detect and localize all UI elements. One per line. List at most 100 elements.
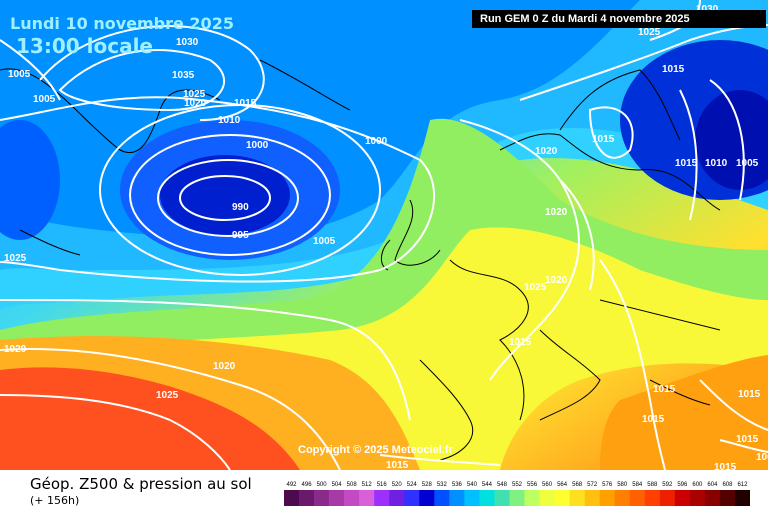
color-scale-swatch [689, 490, 706, 506]
color-scale-swatch [704, 490, 721, 506]
color-scale-label: 612 [737, 482, 748, 488]
color-scale-label: 508 [347, 482, 358, 488]
color-scale-swatch [584, 490, 600, 506]
isobar-label: 1015 [736, 434, 759, 445]
color-scale-swatch [614, 490, 631, 506]
color-scale-swatch [554, 490, 570, 506]
isobar-label: 1000 [365, 136, 388, 147]
color-scale-swatch [419, 490, 435, 506]
isobar-label: 1025 [524, 282, 547, 293]
color-scale-label: 544 [482, 482, 493, 488]
color-scale-swatch [644, 490, 661, 506]
color-scale-label: 504 [332, 482, 343, 488]
isobars [0, 0, 768, 470]
copyright-notice: Copyright © 2025 Meteociel.fr [298, 444, 453, 456]
color-scale-swatch [314, 490, 330, 506]
isobar-label: 1020 [535, 146, 558, 157]
isobar-label: 1020 [545, 275, 568, 286]
color-scale-label: 528 [422, 482, 433, 488]
color-scale-swatch [599, 490, 616, 506]
color-scale-label: 492 [287, 482, 298, 488]
color-scale-label: 496 [302, 482, 313, 488]
isobar-label: 1015 [509, 337, 532, 348]
z500-band-green [0, 118, 768, 401]
color-scale-swatch [464, 490, 480, 506]
color-scale-label: 532 [437, 482, 448, 488]
z500-band-red [0, 367, 300, 470]
color-scale-swatch [359, 490, 375, 506]
color-scale-label: 560 [542, 482, 553, 488]
color-scale-swatch [629, 490, 646, 506]
color-scale-label: 604 [707, 482, 718, 488]
isobar-label: 1010 [705, 158, 728, 169]
color-scale-swatch [284, 490, 300, 506]
color-scale-label: 576 [602, 482, 613, 488]
isobar-label: 1025 [183, 89, 206, 100]
color-scale-label: 608 [722, 482, 733, 488]
isobar-label: 1030 [696, 4, 719, 15]
isobar-label: 990 [232, 202, 249, 213]
color-scale-label: 540 [467, 482, 478, 488]
forecast-date: Lundi 10 novembre 2025 [10, 14, 234, 33]
isobar-label: 1005 [313, 236, 336, 247]
isobar-label: 1015 [642, 414, 665, 425]
isobar-label: 1030 [176, 37, 199, 48]
isobar-label: 1025 [4, 253, 27, 264]
color-scale-label: 568 [572, 482, 583, 488]
color-scale-swatch [479, 490, 495, 506]
forecast-hour-label: (+ 156h) [30, 494, 80, 507]
color-scale-swatch [344, 490, 360, 506]
color-scale-swatch [374, 490, 390, 506]
color-scale-swatch [524, 490, 540, 506]
color-scale-swatch [719, 490, 736, 506]
color-scale-swatch [734, 490, 750, 506]
isobar-label: 1015 [386, 460, 409, 470]
color-scale-label: 500 [317, 482, 328, 488]
color-scale-swatch [389, 490, 405, 506]
isobar-labels: 1030 1035 1025 1020 1015 1010 1005 1005 … [4, 4, 768, 470]
color-scale-label: 536 [452, 482, 463, 488]
color-scale-label: 516 [377, 482, 388, 488]
forecast-local-time: 13:00 locale [16, 34, 153, 58]
color-scale-label: 580 [617, 482, 628, 488]
color-scale-label: 588 [647, 482, 658, 488]
model-run-info: Run GEM 0 Z du Mardi 4 novembre 2025 [472, 10, 766, 28]
color-scale-swatch [329, 490, 345, 506]
pressure-map: 1030 1035 1025 1020 1015 1010 1005 1005 … [0, 0, 768, 470]
isobar-label: 1005 [33, 94, 56, 105]
color-scale-label: 592 [662, 482, 673, 488]
isobar-label: 1005 [8, 69, 31, 80]
isobar-label: 1015 [675, 158, 698, 169]
color-scale-swatch [509, 490, 525, 506]
isobar-label: 1010 [218, 115, 241, 126]
color-scale-swatch [659, 490, 676, 506]
color-scale-swatch [299, 490, 315, 506]
color-scale-swatch [494, 490, 510, 506]
isobar-label: 1015 [738, 389, 761, 400]
color-scale-label: 600 [692, 482, 703, 488]
isobar-label: 1025 [638, 27, 661, 38]
isobar-label: 1000 [246, 140, 269, 151]
color-scale-label: 520 [392, 482, 403, 488]
color-scale-label: 552 [512, 482, 523, 488]
isobar-label: 1005 [736, 158, 759, 169]
isobar-label: 1015 [234, 98, 257, 109]
isobar-label: 1020 [184, 98, 207, 109]
color-scale-label: 596 [677, 482, 688, 488]
coastlines [0, 59, 721, 461]
color-scale-label: 512 [362, 482, 373, 488]
color-scale-swatch [674, 490, 691, 506]
color-scale-swatch [434, 490, 450, 506]
isobar-label: 1020 [213, 361, 236, 372]
isobar-label: 1015 [653, 384, 676, 395]
low-pressure-northeast-core [695, 90, 768, 190]
parameter-label: Géop. Z500 & pression au sol [30, 475, 252, 493]
isobar-label: 1015 [714, 462, 737, 470]
low-pressure-atlantic-inner [160, 155, 290, 235]
color-scale-label: 572 [587, 482, 598, 488]
isobar-label: 1020 [545, 207, 568, 218]
isobar-label: 1020 [4, 344, 27, 355]
isobar-label: 1025 [156, 390, 179, 401]
isobar-label: 995 [232, 230, 249, 241]
